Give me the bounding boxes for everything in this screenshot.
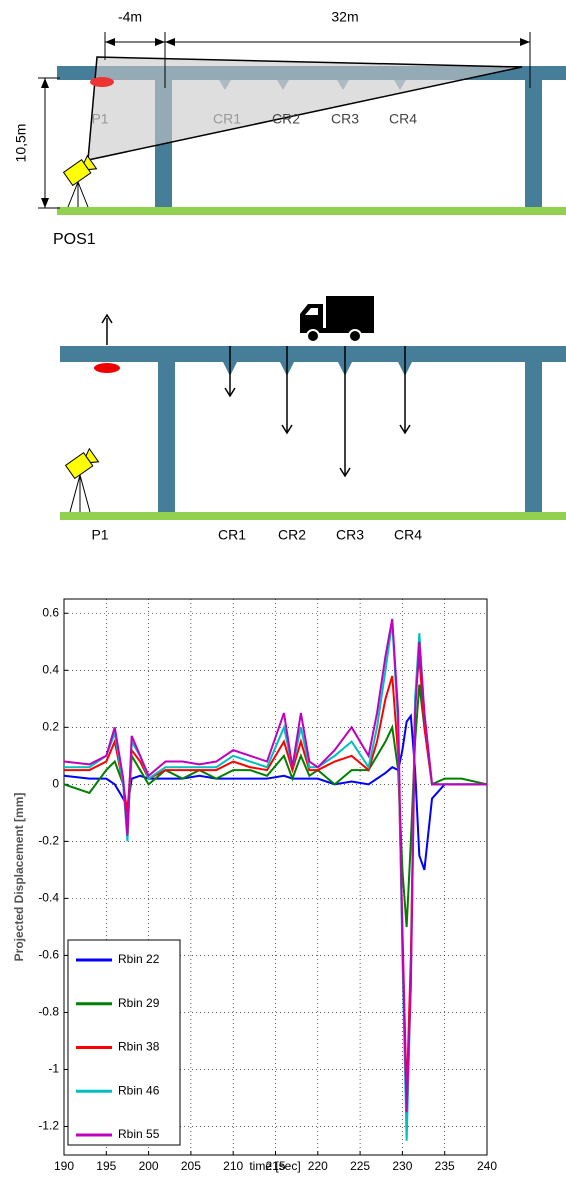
x-tick-label: 215 — [265, 1159, 285, 1173]
x-tick-label: 240 — [477, 1159, 497, 1173]
hangers — [223, 362, 412, 376]
field-of-view — [88, 57, 522, 160]
point-label: P1 — [91, 111, 108, 127]
position-label: POS1 — [53, 231, 96, 248]
arrowheads — [102, 315, 410, 476]
dim-label: 10,5m — [13, 124, 29, 163]
deck — [60, 346, 566, 362]
legend-label: Rbin 22 — [118, 952, 160, 966]
camera — [66, 449, 99, 512]
dim-label: 32m — [331, 9, 358, 25]
cr-label: CR2 — [272, 111, 300, 127]
ground — [57, 207, 566, 215]
legend-label: Rbin 38 — [118, 1040, 160, 1054]
y-tick-label: -0.8 — [38, 1005, 59, 1019]
legend-label: Rbin 46 — [118, 1083, 160, 1097]
y-tick-label: 0.4 — [42, 662, 59, 676]
x-tick-label: 235 — [435, 1159, 455, 1173]
x-tick-label: 230 — [392, 1159, 412, 1173]
cr-label: CR1 — [218, 527, 246, 543]
x-tick-label: 225 — [350, 1159, 370, 1173]
figure: -4m 32m 10,5m P1 CR1 CR2 CR3 CR4 POS1 — [0, 0, 566, 1179]
truck — [300, 296, 374, 342]
legend-label: Rbin 55 — [118, 1127, 160, 1141]
point-label: P1 — [91, 527, 108, 543]
cr-label: CR1 — [213, 111, 241, 127]
cr-label: CR4 — [394, 527, 422, 543]
target — [94, 363, 120, 373]
x-tick-label: 195 — [96, 1159, 116, 1173]
cr-label: CR2 — [278, 527, 306, 543]
x-tick-label: 210 — [223, 1159, 243, 1173]
x-tick-label: 190 — [54, 1159, 74, 1173]
y-tick-label: -0.2 — [38, 834, 59, 848]
cr-label: CR3 — [331, 111, 359, 127]
cr-label: CR3 — [336, 527, 364, 543]
y-tick-label: -1.2 — [38, 1119, 59, 1133]
page: -4m 32m 10,5m P1 CR1 CR2 CR3 CR4 POS1 — [0, 0, 566, 1179]
y-tick-label: 0 — [52, 777, 59, 791]
arrows — [107, 318, 405, 475]
y-tick-label: -0.6 — [38, 948, 59, 962]
cr-label: CR4 — [389, 111, 417, 127]
dim-label: -4m — [118, 9, 142, 25]
y-axis-label: Projected Displacement [mm] — [12, 793, 26, 962]
x-tick-label: 205 — [181, 1159, 201, 1173]
column — [525, 80, 542, 208]
y-tick-label: -1 — [48, 1062, 59, 1076]
column — [525, 362, 542, 512]
y-tick-label: 0.2 — [42, 719, 59, 733]
diagram-1: -4m 32m 10,5m P1 CR1 CR2 CR3 CR4 POS1 — [13, 9, 566, 249]
x-tick-label: 200 — [139, 1159, 159, 1173]
y-tick-label: 0.6 — [42, 605, 59, 619]
x-tick-label: 220 — [308, 1159, 328, 1173]
ground — [60, 512, 566, 520]
camera — [64, 156, 97, 207]
target — [90, 77, 114, 87]
y-tick-label: -0.4 — [38, 891, 59, 905]
legend-label: Rbin 29 — [118, 996, 160, 1010]
diagram-2: P1 CR1 CR2 CR3 CR4 — [60, 296, 566, 543]
chart: Projected Displacement [mm] time [sec] -… — [12, 599, 497, 1173]
column — [158, 362, 175, 512]
